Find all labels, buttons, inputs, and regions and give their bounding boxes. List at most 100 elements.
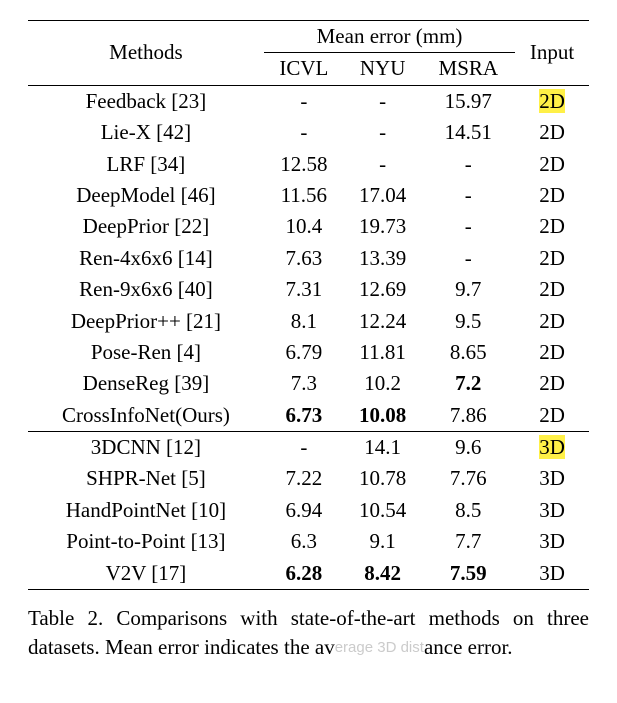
cell-nyu: 19.73 <box>344 211 422 242</box>
cell-input: 2D <box>515 117 589 148</box>
cell-method: Lie-X [42] <box>28 117 264 148</box>
table-row: SHPR-Net [5]7.2210.787.763D <box>28 463 589 494</box>
cell-nyu: - <box>344 117 422 148</box>
cell-method: SHPR-Net [5] <box>28 463 264 494</box>
cell-nyu: 12.24 <box>344 306 422 337</box>
cell-icvl: 8.1 <box>264 306 344 337</box>
table-row: DeepPrior [22]10.419.73-2D <box>28 211 589 242</box>
cell-nyu: - <box>344 85 422 117</box>
cell-icvl: - <box>264 117 344 148</box>
col-subheader-nyu: NYU <box>344 53 422 85</box>
cell-msra: 15.97 <box>421 85 515 117</box>
cell-nyu: 17.04 <box>344 180 422 211</box>
cell-icvl: 6.73 <box>264 400 344 432</box>
cell-input: 2D <box>515 400 589 432</box>
cell-method: CrossInfoNet(Ours) <box>28 400 264 432</box>
cell-input: 2D <box>515 306 589 337</box>
table-row: Lie-X [42]--14.512D <box>28 117 589 148</box>
table-body: Feedback [23]--15.972DLie-X [42]--14.512… <box>28 85 589 589</box>
table-row: 3DCNN [12]-14.19.6 3D <box>28 432 589 464</box>
watermark-overlap: erage 3D dist <box>335 639 424 656</box>
cell-method: Ren-9x6x6 [40] <box>28 274 264 305</box>
highlighted-input: 2D <box>539 89 565 113</box>
cell-input: 2D <box>515 337 589 368</box>
cell-nyu: 10.08 <box>344 400 422 432</box>
table-row: LRF [34]12.58--2D <box>28 149 589 180</box>
cell-nyu: 14.1 <box>344 432 422 464</box>
cell-icvl: 7.3 <box>264 368 344 399</box>
cell-input: 2D <box>515 274 589 305</box>
col-header-methods: Methods <box>28 21 264 86</box>
cell-input: 3D <box>515 495 589 526</box>
cell-nyu: 10.2 <box>344 368 422 399</box>
highlighted-input: 3D <box>539 435 565 459</box>
table-row: Pose-Ren [4]6.7911.818.652D <box>28 337 589 368</box>
cell-msra: 9.7 <box>421 274 515 305</box>
cell-input: 3D <box>515 432 589 464</box>
table-row: CrossInfoNet(Ours)6.7310.087.862D <box>28 400 589 432</box>
cell-msra: - <box>421 180 515 211</box>
cell-input: 2D <box>515 211 589 242</box>
cell-msra: 7.2 <box>421 368 515 399</box>
cell-msra: 7.59 <box>421 558 515 590</box>
table-row: Ren-9x6x6 [40]7.3112.699.72D <box>28 274 589 305</box>
cell-icvl: 11.56 <box>264 180 344 211</box>
cell-input: 2D <box>515 368 589 399</box>
cell-method: V2V [17] <box>28 558 264 590</box>
cell-method: HandPointNet [10] <box>28 495 264 526</box>
table-row: V2V [17]6.288.427.593D <box>28 558 589 590</box>
cell-input: 2D <box>515 85 589 117</box>
cell-icvl: 6.79 <box>264 337 344 368</box>
cell-method: 3DCNN [12] <box>28 432 264 464</box>
cell-input: 2D <box>515 180 589 211</box>
caption-text-b: ance error. <box>424 635 513 659</box>
col-subheader-msra: MSRA <box>421 53 515 85</box>
cell-method: Pose-Ren [4] <box>28 337 264 368</box>
cell-method: Ren-4x6x6 [14] <box>28 243 264 274</box>
cell-icvl: 6.3 <box>264 526 344 557</box>
table-row: Ren-4x6x6 [14]7.6313.39-2D <box>28 243 589 274</box>
table-row: DenseReg [39]7.310.27.22D <box>28 368 589 399</box>
cell-method: Feedback [23] <box>28 85 264 117</box>
comparison-table: Methods Mean error (mm) Input ICVL NYU M… <box>28 20 589 590</box>
cell-nyu: 10.54 <box>344 495 422 526</box>
cell-icvl: 7.22 <box>264 463 344 494</box>
cell-msra: 8.5 <box>421 495 515 526</box>
cell-input: 3D <box>515 463 589 494</box>
cell-icvl: - <box>264 85 344 117</box>
table-caption: Table 2. Comparisons with state-of-the-a… <box>28 604 589 662</box>
cell-msra: 7.76 <box>421 463 515 494</box>
col-subheader-icvl: ICVL <box>264 53 344 85</box>
cell-nyu: 10.78 <box>344 463 422 494</box>
table-row: Feedback [23]--15.972D <box>28 85 589 117</box>
col-header-mean-error: Mean error (mm) <box>264 21 515 53</box>
cell-nyu: 9.1 <box>344 526 422 557</box>
cell-msra: 9.6 <box>421 432 515 464</box>
cell-method: DeepModel [46] <box>28 180 264 211</box>
cell-msra: - <box>421 149 515 180</box>
cell-input: 3D <box>515 526 589 557</box>
cell-method: Point-to-Point [13] <box>28 526 264 557</box>
cell-nyu: 12.69 <box>344 274 422 305</box>
cell-msra: 7.7 <box>421 526 515 557</box>
cell-method: DeepPrior++ [21] <box>28 306 264 337</box>
cell-nyu: 8.42 <box>344 558 422 590</box>
cell-input: 2D <box>515 149 589 180</box>
cell-msra: - <box>421 211 515 242</box>
cell-nyu: 13.39 <box>344 243 422 274</box>
table-row: DeepPrior++ [21]8.112.249.52D <box>28 306 589 337</box>
cell-nyu: - <box>344 149 422 180</box>
cell-msra: 14.51 <box>421 117 515 148</box>
table-row: DeepModel [46]11.5617.04-2D <box>28 180 589 211</box>
table-row: Point-to-Point [13]6.39.17.73D <box>28 526 589 557</box>
cell-input: 2D <box>515 243 589 274</box>
col-header-input: Input <box>515 21 589 86</box>
cell-icvl: 10.4 <box>264 211 344 242</box>
cell-icvl: - <box>264 432 344 464</box>
cell-method: DenseReg [39] <box>28 368 264 399</box>
cell-msra: 8.65 <box>421 337 515 368</box>
cell-icvl: 7.31 <box>264 274 344 305</box>
cell-method: DeepPrior [22] <box>28 211 264 242</box>
cell-icvl: 7.63 <box>264 243 344 274</box>
cell-icvl: 6.28 <box>264 558 344 590</box>
